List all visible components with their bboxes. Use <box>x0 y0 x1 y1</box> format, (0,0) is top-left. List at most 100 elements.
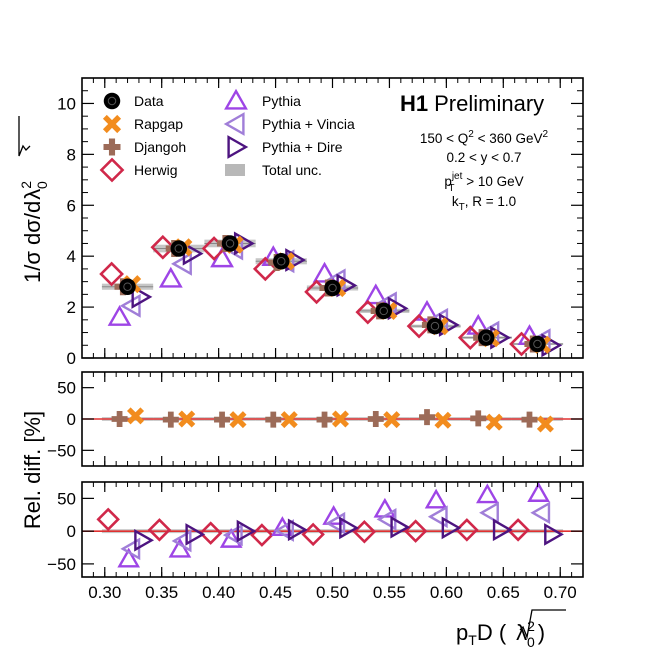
legend-marker-total-unc- <box>225 164 245 176</box>
bottom-point-herwig <box>198 521 223 545</box>
middle-ticks: −50 0 50 <box>47 372 583 466</box>
top-point-herwig <box>457 325 483 351</box>
experiment-rest: Preliminary <box>434 91 544 116</box>
top-point-data <box>375 302 392 320</box>
x-sqrt-sign <box>519 609 566 640</box>
top-point-data <box>119 278 136 295</box>
legend-label-pythia-dire: Pythia + Dire <box>262 139 343 155</box>
q2-sup: 2 <box>468 129 474 140</box>
algo-label: kT, R = 1.0 <box>452 194 516 213</box>
x-label-lsub: 0 <box>527 634 535 648</box>
x-tick-label: 0.70 <box>544 583 577 602</box>
bottom-point-pythia <box>373 497 397 518</box>
bottom-point-pythia-vincia <box>222 523 243 547</box>
legend-marker-pythia-vincia <box>223 112 245 136</box>
top-point-data <box>529 335 546 353</box>
bottom-point-pythia <box>322 505 345 525</box>
x-label-rest: D ( <box>477 620 507 645</box>
q2-sup2: 2 <box>543 129 549 140</box>
middle-point-rapgap <box>280 411 298 429</box>
middle-point-djangoh <box>367 411 384 427</box>
top-point-pythia-vincia <box>171 251 192 276</box>
x-tick-label: 0.35 <box>145 583 178 602</box>
bottom-point-pythia-dire <box>492 518 513 542</box>
bottom-point-pythia-dire <box>134 528 155 552</box>
legend-label-pythia-vincia: Pythia + Vincia <box>262 116 355 132</box>
jet-pt-p: p <box>444 174 452 189</box>
jet-pt-rest: > 10 GeV <box>463 174 524 189</box>
middle-marks-layer <box>111 407 554 433</box>
bottom-point-pythia-dire <box>236 519 257 543</box>
bottom-point-pythia-dire <box>185 523 206 546</box>
algo-rest: , R = 1.0 <box>465 194 516 209</box>
bottom-point-pythia-dire <box>339 516 360 540</box>
middle-point-djangoh <box>162 411 179 428</box>
bottom-panel: 0.30 0.35 0.40 0.45 0.50 0.55 0.60 0.65 0.70 −50 0… <box>47 481 584 602</box>
bottom-point-pythia-dire <box>287 518 308 542</box>
x-label-base: p <box>456 620 468 645</box>
top-point-data <box>273 253 290 270</box>
y-tick-label: 0 <box>67 349 76 368</box>
y-tick-label: 0 <box>67 410 76 429</box>
middle-point-rapgap <box>536 415 554 433</box>
top-y-axis-label: 1/σ dσ/dλ20 <box>18 181 50 283</box>
legend-marker-herwig <box>99 157 125 183</box>
middle-point-rapgap <box>434 411 452 429</box>
bottom-point-pythia-vincia <box>427 505 448 529</box>
x-tick-label: 0.40 <box>202 583 235 602</box>
jet-pt-sup: jet <box>451 171 463 182</box>
bottom-point-herwig <box>455 518 479 542</box>
jet-pt-label: pjet T > 10 GeV <box>444 171 523 194</box>
middle-point-rapgap <box>331 410 350 428</box>
algo-sub: T <box>459 202 465 213</box>
legend-marker-djangoh <box>103 138 121 156</box>
middle-point-djangoh <box>316 411 333 428</box>
y-tick-label: 50 <box>57 489 76 508</box>
legend-marker-pythia <box>224 88 248 110</box>
x-tick-label: 0.50 <box>316 583 349 602</box>
x-tick-label: 0.30 <box>88 583 121 602</box>
middle-point-rapgap <box>229 411 247 429</box>
bottom-point-pythia-vincia <box>530 501 551 525</box>
top-point-data <box>324 279 341 297</box>
top-point-pythia <box>363 283 388 305</box>
middle-point-rapgap <box>178 410 196 428</box>
top-y-label-prefix: 1/σ dσ/d <box>20 201 45 283</box>
y-tick-label: 6 <box>67 196 76 215</box>
middle-point-rapgap <box>383 411 401 429</box>
middle-panel: −50 0 50 <box>47 371 584 467</box>
experiment-label: H1 Preliminary <box>400 91 544 116</box>
legend-marker-pythia-dire <box>227 135 249 159</box>
middle-point-djangoh <box>521 411 538 428</box>
middle-point-djangoh <box>111 411 128 427</box>
legend-label-pythia: Pythia <box>262 93 301 109</box>
x-tick-label: 0.55 <box>373 583 406 602</box>
x-axis-label: pTD (λ2 0) <box>456 618 545 648</box>
top-point-pythia <box>158 266 183 288</box>
x-label-sub: T <box>468 632 477 648</box>
bottom-point-pythia-vincia <box>274 519 294 542</box>
y-range-label: 0.2 < y < 0.7 <box>446 150 521 165</box>
bottom-point-herwig <box>147 518 172 542</box>
x-tick-label: 0.65 <box>487 583 520 602</box>
middle-point-rapgap <box>126 407 145 425</box>
y-tick-label: 2 <box>67 298 76 317</box>
top-point-herwig <box>99 261 124 287</box>
x-tick-label: 0.45 <box>259 583 292 602</box>
bottom-point-pythia <box>476 483 499 504</box>
x-tick-label: 0.60 <box>430 583 463 602</box>
top-y-sqrt-sign <box>18 116 31 157</box>
experiment-bold: H1 <box>400 91 428 116</box>
bottom-point-pythia <box>527 482 550 502</box>
bottom-point-pythia <box>117 547 141 568</box>
top-point-data <box>426 317 444 335</box>
middle-point-rapgap <box>485 413 503 431</box>
top-y-label-sub: 0 <box>34 181 50 189</box>
legend-label-djangoh: Djangoh <box>134 139 186 155</box>
bottom-point-pythia-vincia <box>479 501 499 525</box>
algo-k: k <box>452 194 459 209</box>
q2-post: < 360 GeV <box>474 131 543 146</box>
middle-point-djangoh <box>419 409 436 426</box>
x-label-lambda: λ <box>516 620 527 645</box>
x-label-close: ) <box>538 620 545 645</box>
